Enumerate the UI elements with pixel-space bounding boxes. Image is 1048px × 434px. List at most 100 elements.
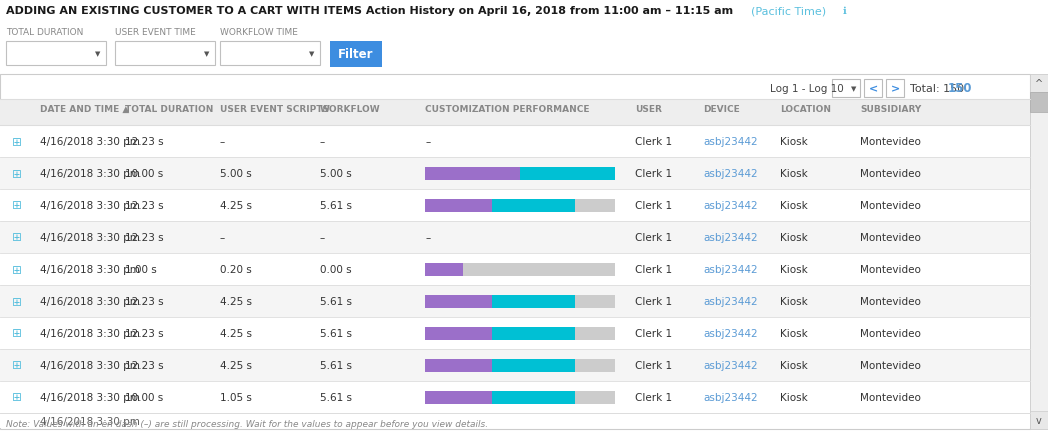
Text: Clerk 1: Clerk 1 [635, 264, 672, 274]
Bar [0, 221, 1030, 253]
Text: 4/16/2018 3:30 pm: 4/16/2018 3:30 pm [40, 296, 139, 306]
Text: Montevideo: Montevideo [860, 392, 921, 402]
Text: 4.25 s: 4.25 s [220, 296, 252, 306]
Text: TOTAL DURATION: TOTAL DURATION [125, 105, 214, 114]
Text: asbj23442: asbj23442 [703, 201, 758, 210]
Bar [330, 42, 383, 68]
Text: 4.25 s: 4.25 s [220, 360, 252, 370]
Text: 12.23 s: 12.23 s [125, 137, 163, 147]
Bar [492, 358, 575, 372]
Text: Clerk 1: Clerk 1 [635, 233, 672, 243]
Bar [886, 80, 904, 98]
Bar [0, 349, 1030, 381]
Text: (Pacific Time): (Pacific Time) [751, 6, 826, 16]
Text: asbj23442: asbj23442 [703, 328, 758, 338]
Text: ⊞: ⊞ [12, 295, 22, 308]
Bar [1030, 411, 1048, 429]
Bar [575, 391, 615, 404]
Text: –: – [320, 137, 325, 147]
Text: Kiosk: Kiosk [780, 137, 808, 147]
Text: 12.23 s: 12.23 s [125, 296, 163, 306]
Bar [0, 158, 1030, 190]
Text: 0.20 s: 0.20 s [220, 264, 252, 274]
Bar [520, 167, 615, 180]
Text: ⊞: ⊞ [12, 231, 22, 244]
Text: 5.00 s: 5.00 s [320, 169, 352, 178]
Bar [1030, 75, 1048, 429]
Text: Clerk 1: Clerk 1 [635, 137, 672, 147]
Text: >: > [891, 84, 899, 94]
Text: 0.00 s: 0.00 s [320, 264, 352, 274]
Text: TOTAL DURATION: TOTAL DURATION [6, 28, 84, 37]
Text: Montevideo: Montevideo [860, 296, 921, 306]
Bar [425, 263, 463, 276]
Text: 4/16/2018 3:30 pm: 4/16/2018 3:30 pm [40, 416, 139, 426]
Bar [575, 295, 615, 308]
Bar [492, 295, 575, 308]
Bar [492, 391, 575, 404]
Text: Kiosk: Kiosk [780, 264, 808, 274]
Text: USER EVENT TIME: USER EVENT TIME [115, 28, 196, 37]
Bar [425, 295, 492, 308]
Text: Kiosk: Kiosk [780, 233, 808, 243]
Text: DEVICE: DEVICE [703, 105, 740, 114]
Bar [6, 42, 106, 66]
Bar [0, 100, 1030, 126]
Bar [0, 190, 1030, 221]
Text: asbj23442: asbj23442 [703, 169, 758, 178]
Text: <: < [869, 84, 877, 94]
Text: Log 1 - Log 10: Log 1 - Log 10 [770, 84, 844, 94]
Bar [0, 126, 1030, 158]
Text: 4/16/2018 3:30 pm: 4/16/2018 3:30 pm [40, 137, 139, 147]
Text: Montevideo: Montevideo [860, 264, 921, 274]
Text: 5.61 s: 5.61 s [320, 360, 352, 370]
Text: Montevideo: Montevideo [860, 169, 921, 178]
Text: Clerk 1: Clerk 1 [635, 360, 672, 370]
Text: LOCATION: LOCATION [780, 105, 831, 114]
Text: ▼: ▼ [308, 51, 314, 57]
Text: asbj23442: asbj23442 [703, 233, 758, 243]
Text: Kiosk: Kiosk [780, 328, 808, 338]
Bar [492, 327, 575, 340]
Text: USER EVENT SCRIPTS: USER EVENT SCRIPTS [220, 105, 329, 114]
Text: Kiosk: Kiosk [780, 392, 808, 402]
Text: Clerk 1: Clerk 1 [635, 328, 672, 338]
Text: Filter: Filter [339, 48, 374, 61]
Text: 4.25 s: 4.25 s [220, 201, 252, 210]
Text: ⊞: ⊞ [12, 135, 22, 148]
Text: asbj23442: asbj23442 [703, 264, 758, 274]
Bar [425, 327, 492, 340]
Bar [0, 75, 1030, 429]
Text: Montevideo: Montevideo [860, 233, 921, 243]
Bar [463, 263, 615, 276]
Bar [0, 381, 1030, 413]
Text: Clerk 1: Clerk 1 [635, 296, 672, 306]
Bar [575, 199, 615, 212]
Text: Clerk 1: Clerk 1 [635, 201, 672, 210]
Text: 12.23 s: 12.23 s [125, 328, 163, 338]
Bar [425, 391, 492, 404]
Text: 5.61 s: 5.61 s [320, 328, 352, 338]
Text: –: – [220, 137, 225, 147]
Text: Montevideo: Montevideo [860, 201, 921, 210]
Text: WORKFLOW TIME: WORKFLOW TIME [220, 28, 298, 37]
Text: Kiosk: Kiosk [780, 201, 808, 210]
Text: Montevideo: Montevideo [860, 328, 921, 338]
Bar [220, 42, 320, 66]
Text: asbj23442: asbj23442 [703, 392, 758, 402]
Text: 5.61 s: 5.61 s [320, 201, 352, 210]
Text: 5.00 s: 5.00 s [220, 169, 252, 178]
Text: ⊞: ⊞ [12, 199, 22, 212]
Text: ▼: ▼ [851, 86, 856, 92]
Text: USER: USER [635, 105, 662, 114]
Text: ℹ: ℹ [843, 6, 847, 16]
Text: 4/16/2018 3:30 pm: 4/16/2018 3:30 pm [40, 392, 139, 402]
Text: Clerk 1: Clerk 1 [635, 392, 672, 402]
Text: DATE AND TIME ▲: DATE AND TIME ▲ [40, 105, 129, 114]
Text: Montevideo: Montevideo [860, 137, 921, 147]
Text: Note: Values with an en dash (–) are still processing. Wait for the values to ap: Note: Values with an en dash (–) are sti… [6, 419, 488, 428]
Text: 12.23 s: 12.23 s [125, 201, 163, 210]
Text: 1.05 s: 1.05 s [220, 392, 252, 402]
Text: ⊞: ⊞ [12, 167, 22, 180]
Bar [425, 358, 492, 372]
